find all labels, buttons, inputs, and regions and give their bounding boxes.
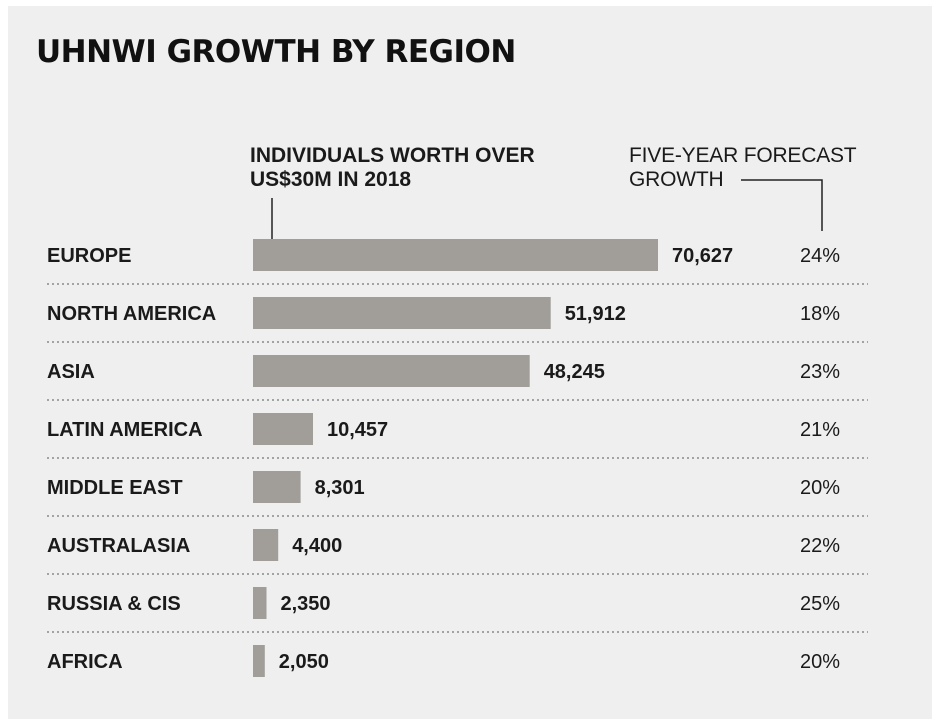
row-latin-america: LATIN AMERICA 10,457 21%	[47, 413, 868, 459]
growth-label: 20%	[800, 477, 840, 499]
chart-rows: EUROPE 70,627 24% NORTH AMERICA 51,912 18% ASI…	[47, 239, 868, 677]
row-middle-east: MIDDLE EAST 8,301 20%	[47, 471, 868, 517]
category-label: AUSTRALASIA	[47, 535, 190, 557]
value-label: 51,912	[565, 303, 626, 325]
bar-north-america	[253, 297, 551, 329]
chart-title: UHNWI GROWTH BY REGION	[36, 34, 516, 70]
value-label: 2,050	[279, 651, 329, 673]
row-russia-cis: RUSSIA & CIS 2,350 25%	[47, 587, 868, 633]
bar-africa	[253, 645, 265, 677]
value-label: 8,301	[315, 477, 365, 499]
category-label: EUROPE	[47, 245, 131, 267]
value-label: 10,457	[327, 419, 388, 441]
growth-header-leader	[741, 179, 823, 231]
row-asia: ASIA 48,245 23%	[47, 355, 868, 401]
category-label: NORTH AMERICA	[47, 303, 216, 325]
bar-asia	[253, 355, 530, 387]
value-label: 4,400	[292, 535, 342, 557]
bar-middle-east	[253, 471, 301, 503]
row-north-america: NORTH AMERICA 51,912 18%	[47, 297, 868, 343]
value-label: 70,627	[672, 245, 733, 267]
bar-europe	[253, 239, 658, 271]
growth-column-header: FIVE-YEAR FORECAST GROWTH	[629, 144, 857, 191]
category-label: LATIN AMERICA	[47, 419, 203, 441]
value-label: 2,350	[281, 593, 331, 615]
category-label: AFRICA	[47, 651, 123, 673]
growth-label: 25%	[800, 593, 840, 615]
bar-russia-cis	[253, 587, 267, 619]
category-label: RUSSIA & CIS	[47, 593, 181, 615]
growth-label: 18%	[800, 303, 840, 325]
growth-label: 21%	[800, 419, 840, 441]
bar-australasia	[253, 529, 279, 561]
bar-column-header: INDIVIDUALS WORTH OVER US$30M IN 2018	[250, 144, 535, 191]
row-europe: EUROPE 70,627 24%	[47, 239, 868, 285]
category-label: MIDDLE EAST	[47, 477, 183, 499]
growth-label: 23%	[800, 361, 840, 383]
category-label: ASIA	[47, 361, 95, 383]
bar-latin-america	[253, 413, 313, 445]
row-africa: AFRICA 2,050 20%	[47, 645, 840, 677]
growth-label: 22%	[800, 535, 840, 557]
growth-label: 20%	[800, 651, 840, 673]
value-label: 48,245	[544, 361, 605, 383]
growth-label: 24%	[800, 245, 840, 267]
row-australasia: AUSTRALASIA 4,400 22%	[47, 529, 868, 575]
